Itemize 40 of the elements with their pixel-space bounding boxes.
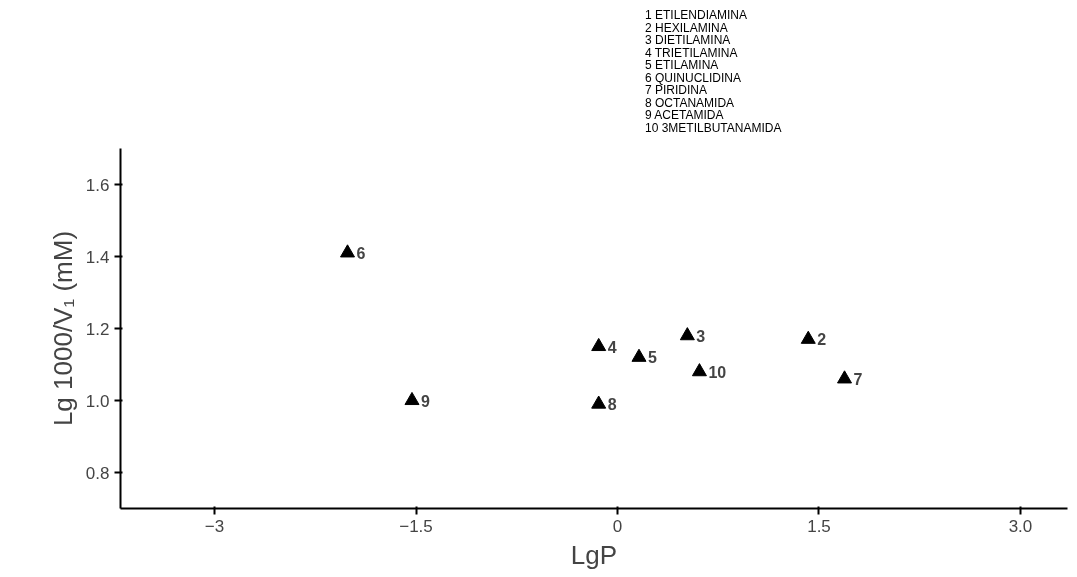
y-tick-label: 1.0 <box>85 391 110 411</box>
text: 3 DIETILAMINA <box>645 33 732 47</box>
annotation: 7 <box>853 370 863 388</box>
point <box>404 391 420 406</box>
annotation: 2 <box>817 331 827 349</box>
x-axis-title: LgP <box>570 539 618 570</box>
point <box>631 348 647 362</box>
text: 6 QUINUCLIDINA <box>645 70 743 85</box>
annotation: 8 <box>607 396 617 414</box>
point <box>340 244 356 258</box>
x-tick-label: 3.0 <box>1008 516 1033 536</box>
point <box>591 395 607 409</box>
annotation: 4 <box>607 338 617 356</box>
text: 5 ETILAMINA <box>645 58 720 72</box>
annotation: 3 <box>696 327 706 345</box>
text: 1 ETILENDIAMINA <box>645 8 749 22</box>
y-tick-label: 1.6 <box>85 175 110 195</box>
y-tick-label: 1.4 <box>85 247 110 267</box>
point <box>679 327 695 341</box>
text: 8 OCTANAMIDA <box>645 95 736 110</box>
point <box>591 337 607 352</box>
text: 2 HEXILAMINA <box>645 20 729 35</box>
annotation: 6 <box>356 244 366 262</box>
x-tick-label: −3 <box>204 516 225 536</box>
text: 10 3METILBUTANAMIDA <box>645 120 782 135</box>
point <box>800 330 816 344</box>
point <box>837 370 853 384</box>
x-tick-label: 0 <box>612 516 623 536</box>
text: 7 PIRIDINA <box>645 83 707 97</box>
x-tick-label: −1.5 <box>399 516 433 536</box>
annotation: 10 <box>708 363 727 381</box>
text: 9 ACETAMIDA <box>645 108 725 122</box>
point <box>691 363 707 377</box>
annotation: 9 <box>420 392 430 410</box>
text: 4 TRIETILAMINA <box>645 45 739 60</box>
y-axis-title: Lg 1000/V₁ (mM) <box>47 230 78 427</box>
y-tick-label: 1.2 <box>85 319 110 339</box>
y-tick-label: 0.8 <box>85 463 110 483</box>
annotation: 5 <box>648 349 657 367</box>
x-tick-label: 1.5 <box>807 516 831 536</box>
